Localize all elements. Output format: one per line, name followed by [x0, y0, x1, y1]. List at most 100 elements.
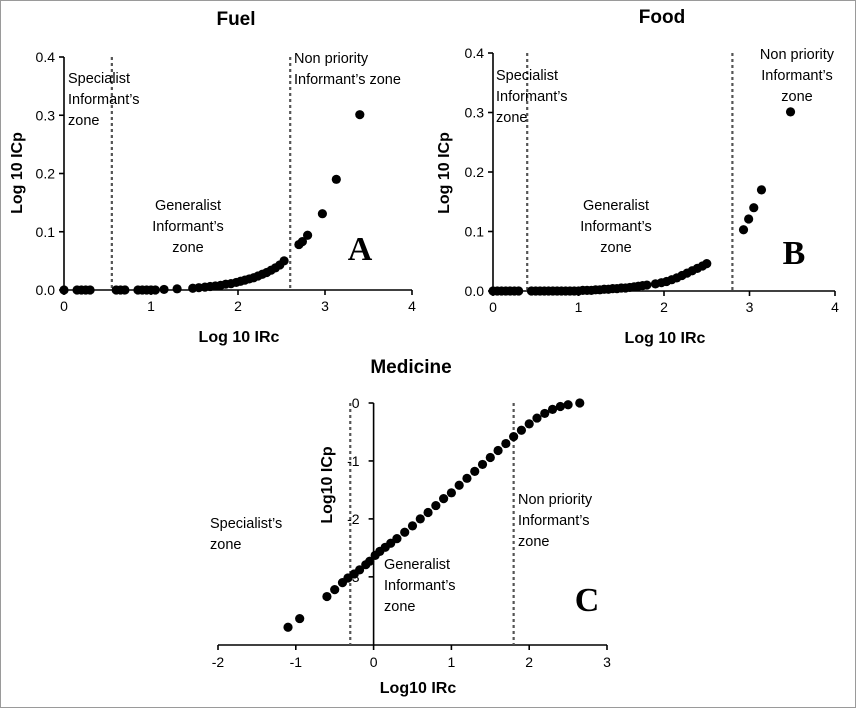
- x-axis-label: Log 10 IRc: [199, 329, 280, 346]
- zone-label-line: zone: [518, 534, 549, 550]
- x-axis-label: Log 10 IRc: [625, 330, 706, 347]
- zone-label-3: Non priority Informant’s zone: [518, 492, 593, 550]
- data-point: [477, 459, 488, 470]
- zone-label-line: zone: [781, 89, 812, 105]
- zone-label-1: Specialist’s zone: [210, 516, 282, 553]
- chart-title: Medicine: [370, 357, 451, 378]
- data-point: [509, 432, 519, 442]
- zone-label-line: Generalist: [384, 557, 450, 573]
- data-point: [423, 507, 433, 518]
- y-tick-label: 0.1: [36, 224, 56, 240]
- y-axis-label: Log 10 ICp: [9, 132, 26, 214]
- data-point: [354, 565, 365, 575]
- zone-label-line: Informant’s: [761, 68, 832, 84]
- data-point: [485, 452, 495, 463]
- x-tick-label: 2: [660, 299, 668, 315]
- data-point: [159, 284, 169, 295]
- data-point: [355, 110, 365, 120]
- y-tick-label: 0.3: [36, 107, 56, 123]
- y-tick-label: -1: [347, 453, 360, 469]
- data-point: [501, 438, 511, 449]
- data-point: [415, 514, 425, 524]
- data-point: [303, 230, 313, 240]
- x-tick-label: 0: [370, 654, 378, 670]
- zone-label-line: Non priority: [294, 51, 369, 67]
- panel-letter: A: [348, 231, 373, 268]
- zone-label-line: Non priority: [760, 47, 835, 63]
- zone-label-line: Informant’s: [518, 513, 589, 529]
- chart-title: Food: [639, 7, 685, 28]
- zone-label-3: Non priority Informant’s zone: [760, 47, 835, 105]
- x-tick-label: 3: [603, 654, 611, 670]
- y-tick-label: 0.1: [465, 224, 485, 240]
- data-point: [540, 408, 550, 419]
- zone-label-line: Generalist: [583, 198, 649, 214]
- data-point: [279, 256, 289, 266]
- zone-label-line: Informant’s: [580, 219, 651, 235]
- data-point: [702, 259, 712, 269]
- data-point: [462, 473, 472, 483]
- zone-label-2: Generalist Informant’s zone: [152, 198, 223, 256]
- y-axis-label: Log 10 ICp: [436, 132, 453, 214]
- zone-label-2: Generalist Informant’s zone: [580, 198, 651, 256]
- x-tick-label: 3: [321, 298, 329, 314]
- x-axis-label: Log10 IRc: [380, 680, 457, 697]
- x-tick-label: 3: [746, 299, 754, 315]
- data-point: [331, 174, 341, 184]
- zone-label-line: zone: [600, 240, 631, 256]
- y-axis-label: Log10 ICp: [319, 446, 336, 524]
- x-tick-label: 4: [831, 299, 839, 315]
- data-point: [172, 284, 182, 294]
- x-tick-label: 1: [147, 298, 155, 314]
- data-point: [575, 398, 585, 408]
- y-tick-label: 0: [352, 395, 360, 411]
- zone-label-line: Specialist’s: [210, 516, 282, 532]
- x-tick-label: 2: [234, 298, 242, 314]
- data-point: [295, 613, 305, 624]
- data-point: [563, 400, 573, 410]
- y-tick-label: 0.4: [36, 49, 56, 65]
- zone-label-2: Generalist Informant’s zone: [384, 557, 455, 615]
- data-point: [59, 285, 69, 295]
- x-tick-label: 1: [448, 654, 456, 670]
- y-tick-label: 0.3: [465, 105, 485, 121]
- data-point: [532, 413, 542, 423]
- data-point: [454, 480, 464, 490]
- data-point: [516, 425, 527, 435]
- x-tick-label: 1: [575, 299, 583, 315]
- data-point: [317, 209, 327, 219]
- data-point: [493, 445, 503, 456]
- data-point: [744, 214, 754, 224]
- data-point: [524, 419, 534, 429]
- chart-panel-a: Fuel 0 1 2 3 4 0.0 0.1 0.2 0.3 0.4 Log 10 IRc Log 10…: [9, 9, 416, 346]
- zone-label-line: Informant’s: [152, 219, 223, 235]
- zone-label-line: zone: [384, 599, 415, 615]
- x-tick-label: 4: [408, 298, 416, 314]
- data-point: [365, 556, 375, 566]
- zone-label-line: zone: [496, 110, 527, 126]
- data-point: [547, 404, 558, 414]
- zone-label-1: Specialist Informant’s zone: [496, 68, 567, 126]
- panel-letter: C: [575, 582, 600, 619]
- data-point: [85, 285, 95, 295]
- data-point: [446, 488, 456, 498]
- zone-label-1: Specialist Informant’s zone: [68, 71, 139, 129]
- x-tick-label: 2: [525, 654, 533, 670]
- x-tick-label: 0: [489, 299, 497, 315]
- data-point: [330, 584, 340, 595]
- data-point: [642, 280, 652, 290]
- data-point: [150, 285, 160, 295]
- data-point: [120, 285, 130, 295]
- y-tick-label: 0.4: [465, 45, 485, 61]
- y-tick-label: 0.2: [465, 164, 485, 180]
- data-point: [407, 521, 418, 531]
- chart-title: Fuel: [216, 9, 255, 30]
- data-point: [470, 466, 480, 476]
- data-point: [785, 107, 796, 117]
- zone-label-line: Non priority: [518, 492, 593, 508]
- y-tick-label: -2: [347, 511, 360, 527]
- x-tick-label: 0: [60, 298, 68, 314]
- zone-label-3: Non priority Informant’s zone: [294, 51, 401, 88]
